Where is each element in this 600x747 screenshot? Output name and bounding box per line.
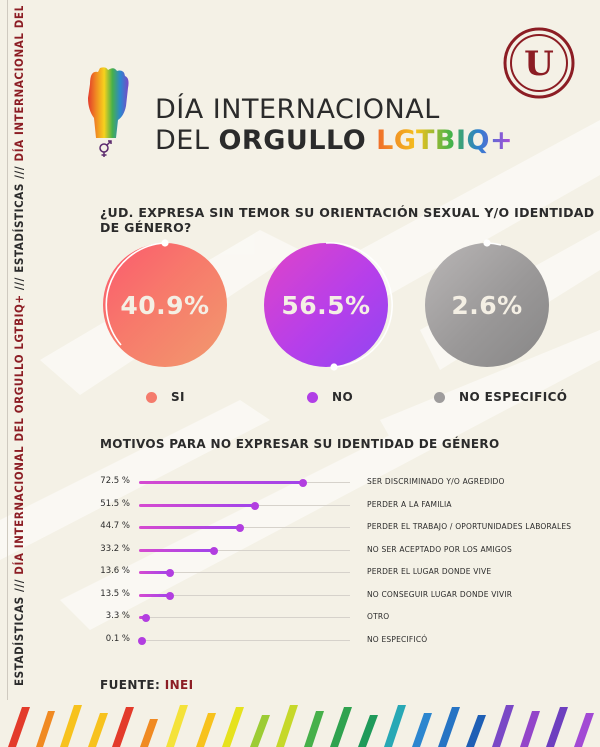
ring-si xyxy=(105,239,169,346)
ring-no-especifico xyxy=(483,239,502,247)
title-del: DEL xyxy=(155,125,219,156)
bar-category-label: PERDER A LA FAMILIA xyxy=(367,500,452,509)
bar-track xyxy=(139,617,350,618)
legend-dot-si xyxy=(146,391,157,403)
legend-no-especifico: NO ESPECIFICÓ xyxy=(434,390,567,404)
bar-chart-title: MOTIVOS PARA NO EXPRESAR SU IDENTIDAD DE… xyxy=(100,437,500,451)
bar-end-dot xyxy=(236,523,245,532)
side-text-title-1: DÍA INTERNACIONAL DEL ORGULLO LGTBIQ+ xyxy=(12,290,26,579)
bar-category-label: NO SER ACEPTADO POR LOS AMIGOS xyxy=(367,545,512,554)
bar-end-dot xyxy=(165,591,174,600)
source-note: FUENTE: INEI xyxy=(100,678,194,692)
legend-si: SI xyxy=(146,390,185,404)
side-text-title-2: DÍA INTERNACIONAL DEL ORGULLO LGTBIQ+ xyxy=(12,6,26,166)
stat-value-no: 56.5% xyxy=(281,290,371,320)
side-divider xyxy=(7,0,8,700)
bar-end-dot xyxy=(251,501,260,510)
bar-category-label: PERDER EL TRABAJO / OPORTUNIDADES LABORA… xyxy=(367,522,572,531)
bar-end-dot xyxy=(210,546,219,555)
bar-value-label: 0.1 % xyxy=(105,634,130,644)
source-value: INEI xyxy=(164,678,194,692)
side-text-stats-2: /// ESTADÍSTICAS /// xyxy=(12,165,26,291)
title-line-1: DÍA INTERNACIONAL xyxy=(155,94,440,125)
bar xyxy=(139,594,170,597)
bar-category-label: PERDER EL LUGAR DONDE VIVE xyxy=(367,567,492,576)
bar xyxy=(139,549,215,552)
bar-track xyxy=(139,640,350,641)
bar-value-label: 13.6 % xyxy=(100,566,130,576)
source-label: FUENTE: xyxy=(100,678,165,692)
bar-value-label: 33.2 % xyxy=(100,544,130,554)
bar-value-label: 13.5 % xyxy=(100,589,130,599)
stat-circle-no: 56.5% xyxy=(264,242,393,371)
bar-track xyxy=(139,572,350,573)
stat-value-no-especifico: 2.6% xyxy=(451,290,523,320)
stat-value-si: 40.9% xyxy=(120,290,210,320)
title-lgtbiq: LGTBIQ+ xyxy=(376,125,514,156)
legend-label-si: SI xyxy=(171,390,185,404)
legend-dot-no-especifico xyxy=(434,391,445,403)
ring-no xyxy=(325,242,393,371)
bar-category-label: NO ESPECIFICÓ xyxy=(367,635,428,644)
bar-end-dot xyxy=(165,568,174,577)
bar-value-label: 3.3 % xyxy=(105,611,130,621)
bar xyxy=(139,504,256,507)
rainbow-fist-icon xyxy=(88,67,129,157)
bar xyxy=(139,481,303,484)
bar xyxy=(139,526,241,529)
legend-dot-no xyxy=(307,391,318,403)
rainbow-strip xyxy=(0,705,600,747)
stat-circle-no-especifico: 2.6% xyxy=(425,239,549,367)
bar-track xyxy=(139,595,350,596)
side-banner: ESTADÍSTICAS /// DÍA INTERNACIONAL DEL O… xyxy=(12,6,26,686)
bar-track xyxy=(139,527,350,528)
bar-end-dot xyxy=(138,636,146,645)
bar-value-label: 44.7 % xyxy=(100,521,130,531)
bar-category-label: NO CONSEGUIR LUGAR DONDE VIVIR xyxy=(367,590,513,599)
bar xyxy=(139,571,170,574)
pie-chart-title: ¿UD. EXPRESA SIN TEMOR SU ORIENTACIÓN SE… xyxy=(100,205,595,235)
legend-no: NO xyxy=(307,390,353,404)
bar-track xyxy=(139,550,350,551)
universitario-logo: U xyxy=(503,27,575,99)
bar-category-label: OTRO xyxy=(367,612,390,621)
legend-label-no-especifico: NO ESPECIFICÓ xyxy=(459,390,568,404)
bar-end-dot xyxy=(142,613,151,622)
side-text-stats-1: ESTADÍSTICAS /// xyxy=(12,578,26,686)
legend-label-no: NO xyxy=(332,390,354,404)
bar-category-label: SER DISCRIMINADO Y/O AGREDIDO xyxy=(367,477,505,486)
stat-circle-si: 40.9% xyxy=(103,239,227,367)
logo-letter: U xyxy=(524,44,554,84)
page-title: DÍA INTERNACIONAL DEL ORGULLO LGTBIQ+ xyxy=(155,94,513,156)
title-line-2: DEL ORGULLO LGTBIQ+ xyxy=(155,125,513,156)
bar-end-dot xyxy=(298,478,307,487)
bar-value-label: 51.5 % xyxy=(100,499,130,509)
bar-value-label: 72.5 % xyxy=(100,476,130,486)
title-orgullo: ORGULLO xyxy=(218,125,377,156)
